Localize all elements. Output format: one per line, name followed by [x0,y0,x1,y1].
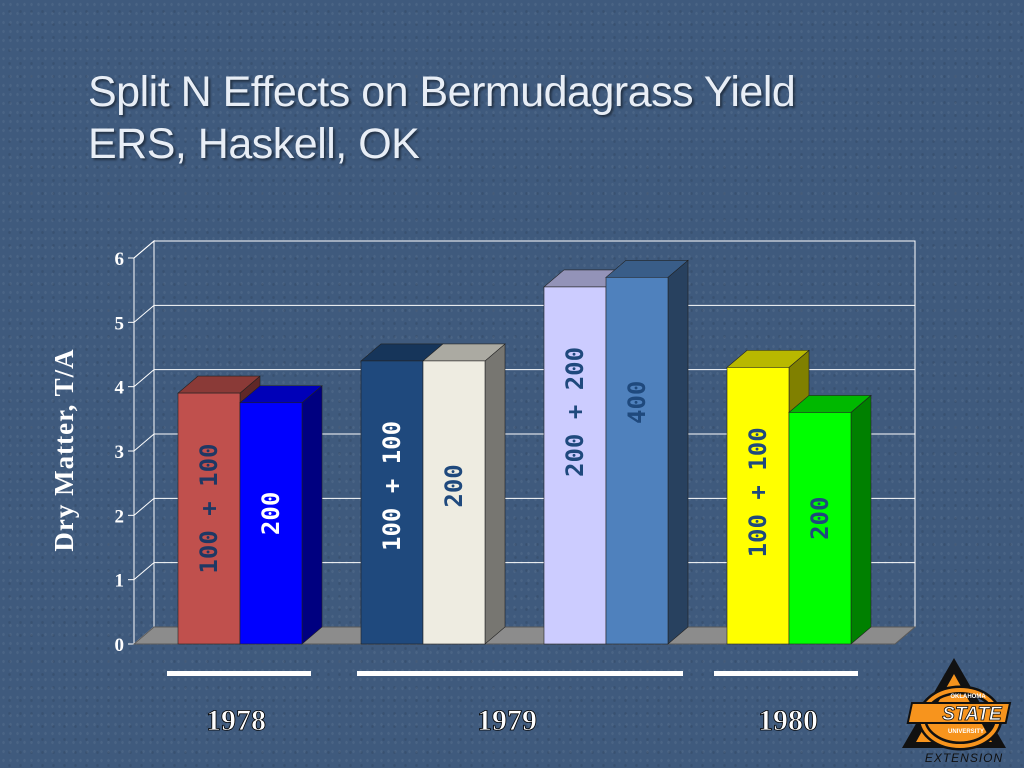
bar-side-4 [484,343,506,645]
bar-label-7: 100 + 100 [744,427,772,557]
y-tick-label-3: 3 [115,442,125,463]
bar-label-1: 100 + 100 [195,444,223,574]
group-bracket-1978 [167,671,311,676]
y-tick-label-6: 6 [115,249,125,270]
bar-side-6 [667,259,689,645]
bar-6 [605,276,669,645]
slide-title-block: Split N Effects on Bermudagrass Yield ER… [88,66,988,170]
gridline-side-6 [133,240,155,259]
gridline-side-2 [133,497,155,516]
slide-title: Split N Effects on Bermudagrass Yield [88,68,796,116]
group-label-1978: 1978 [206,704,266,737]
logo-text-university: UNIVERSITY [948,729,984,735]
slide-subtitle: ERS, Haskell, OK [88,120,420,168]
y-axis-title: Dry Matter, T/A [49,348,79,551]
bar-5 [543,286,607,645]
logo-text-oklahoma: OKLAHOMA [950,694,986,700]
bar-7 [726,367,790,645]
y-tick-label-5: 5 [115,313,125,334]
y-tick-label-0: 0 [115,635,125,656]
bar-side-8 [850,394,872,645]
y-tick-label-2: 2 [115,506,125,527]
osu-extension-logo: OKLAHOMA STATE UNIVERSITY EXTENSION [902,658,1012,765]
bar-label-6: 400 [623,381,651,424]
logo-text-state: STATE [942,704,1003,725]
bar-side-2 [301,385,323,645]
bar-4 [422,360,486,645]
logo-state-plate [906,702,1012,724]
bar-8 [788,412,852,645]
group-bracket-1980 [714,671,858,676]
logo-text-extension: EXTENSION [925,751,1003,765]
bar-label-2: 200 [257,492,285,535]
bar-1 [177,392,241,645]
gridline-side-4 [133,369,155,388]
bar-label-3: 100 + 100 [378,421,406,551]
group-label-1980: 1980 [758,704,818,737]
bar-2 [239,402,303,645]
gridline-side-3 [133,433,155,452]
gridline-side-5 [133,304,155,323]
bar-3 [360,360,424,645]
y-tick-label-1: 1 [115,571,125,592]
group-bracket-1979 [357,671,683,676]
y-tick-label-4: 4 [115,378,125,399]
bar-label-4: 200 [440,464,468,507]
bar-label-8: 200 [806,497,834,540]
gridline-side-1 [133,562,155,581]
group-label-1979: 1979 [477,704,537,737]
bar-label-5: 200 + 200 [561,347,589,477]
